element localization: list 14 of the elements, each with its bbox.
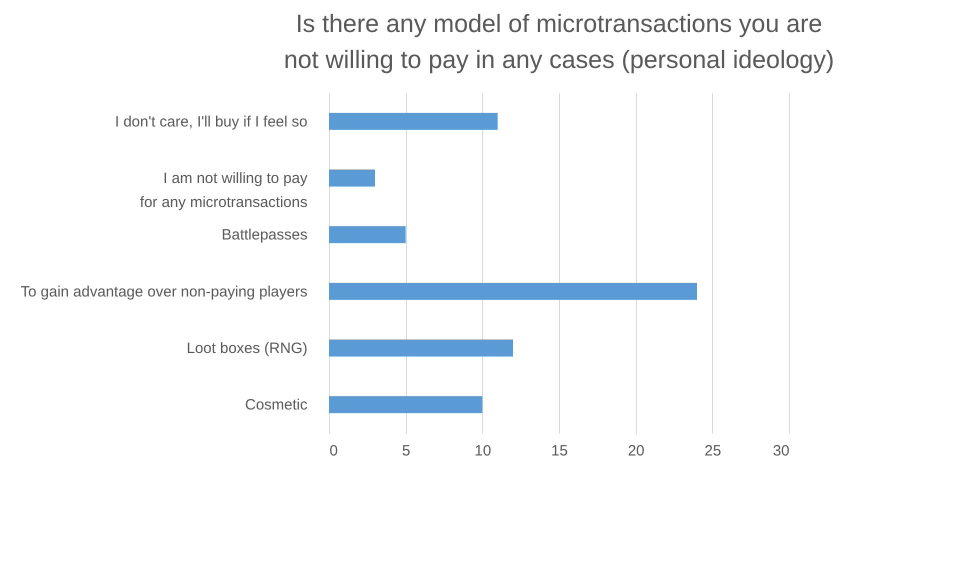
y-tick-label: To gain advantage over non-paying players — [20, 283, 308, 300]
y-tick-label: I am not willing to pay for any microtransactions — [140, 170, 308, 211]
y-tick-label: Cosmetic — [244, 396, 308, 414]
x-tick-label: 15 — [551, 442, 568, 460]
x-tick-label: 0 — [330, 442, 338, 460]
x-tick-label: 5 — [402, 442, 410, 460]
y-tick-label: I don't care, I'll buy if I feel so — [115, 113, 308, 130]
x-tick-label: 30 — [772, 442, 790, 460]
x-tick-label: 20 — [628, 442, 645, 460]
x-tick-label: 25 — [704, 442, 722, 460]
y-tick-label: Battlepasses — [222, 226, 308, 244]
y-tick-label: Loot boxes (RNG) — [186, 340, 308, 357]
x-tick-label: 10 — [474, 442, 492, 460]
chart-title: Is there any model of microtransactions you are not willing to pay in any cases (personal ideology) — [284, 10, 834, 74]
